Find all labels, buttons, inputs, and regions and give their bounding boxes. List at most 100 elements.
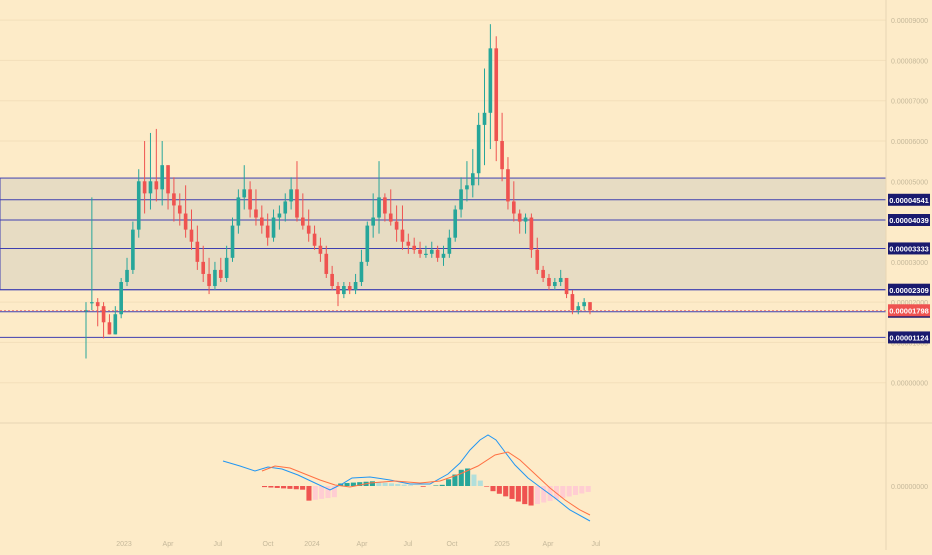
- time-axis-label: Apr: [543, 541, 555, 548]
- candle-body: [477, 125, 481, 173]
- candle-body: [565, 278, 569, 294]
- candle-body: [588, 302, 592, 310]
- candle-body: [242, 189, 246, 197]
- candle-body: [283, 201, 287, 213]
- macd-histogram-bar: [268, 486, 273, 488]
- macd-histogram-bar: [262, 486, 267, 487]
- candle-body: [260, 218, 264, 226]
- candle-body: [530, 218, 534, 250]
- candle-body: [225, 258, 229, 278]
- macd-histogram-bar: [510, 486, 515, 499]
- candle-body: [465, 185, 469, 189]
- macd-line: [223, 435, 590, 521]
- macd-histogram-bar: [306, 486, 311, 501]
- macd-histogram-bar: [408, 485, 413, 486]
- macd-histogram-bar: [319, 486, 324, 499]
- candle-body: [207, 274, 211, 286]
- macd-histogram-bar: [579, 486, 584, 493]
- macd-histogram-bar: [503, 486, 508, 496]
- candle-body: [389, 214, 393, 222]
- candle-body: [407, 242, 411, 246]
- candle-body: [371, 218, 375, 226]
- candle-body: [342, 286, 346, 294]
- candle-body: [336, 286, 340, 294]
- candle-body: [295, 189, 299, 217]
- price-axis-label: 0.00007000: [891, 99, 928, 106]
- macd-histogram-bar: [433, 485, 438, 486]
- candle-body: [524, 218, 528, 222]
- macd-histogram-bar: [313, 486, 318, 500]
- candle-body: [319, 246, 323, 254]
- candle-body: [248, 189, 252, 209]
- candle-body: [178, 205, 182, 213]
- candle-body: [272, 218, 276, 238]
- macd-histogram-bar: [389, 483, 394, 486]
- macd-histogram-bar: [490, 486, 495, 491]
- macd-histogram-bar: [395, 484, 400, 486]
- macd-histogram-bar: [287, 486, 292, 489]
- macd-histogram-bar: [478, 481, 483, 486]
- time-axis-label: Oct: [263, 541, 274, 548]
- candle-body: [383, 197, 387, 213]
- candle-body: [160, 165, 164, 189]
- level-label-text: 0.00001124: [889, 334, 929, 343]
- candle-body: [102, 306, 106, 322]
- candle-body: [518, 214, 522, 222]
- candle-body: [313, 234, 317, 246]
- candle-body: [278, 214, 282, 218]
- macd-histogram-bar: [484, 486, 489, 487]
- candle-body: [395, 222, 399, 230]
- time-axis-label: 2025: [494, 541, 510, 548]
- candle-body: [213, 270, 217, 286]
- candle-body: [166, 165, 170, 193]
- candle-body: [108, 322, 112, 334]
- candle-body: [471, 173, 475, 185]
- candle-body: [448, 238, 452, 254]
- macd-histogram-bar: [529, 486, 534, 506]
- candle-body: [289, 189, 293, 201]
- candle-body: [196, 242, 200, 262]
- candle-body: [324, 254, 328, 274]
- price-axis-label: 0.00009000: [891, 18, 928, 25]
- macd-histogram-bar: [300, 486, 305, 490]
- candle-body: [535, 250, 539, 270]
- candle-body: [489, 48, 493, 112]
- macd-histogram-bar: [516, 486, 521, 502]
- level-label-text: 0.00004541: [889, 196, 929, 205]
- macd-histogram-bar: [446, 479, 451, 486]
- candle-body: [576, 306, 580, 310]
- candle-body: [424, 254, 428, 255]
- candle-body: [500, 141, 504, 169]
- time-axis-label: Jul: [404, 541, 413, 548]
- macd-histogram-bar: [294, 486, 299, 489]
- candle-body: [582, 302, 586, 306]
- candle-body: [412, 246, 416, 250]
- macd-axis-label: 0.00000000: [891, 484, 928, 491]
- candle-body: [354, 282, 358, 290]
- candle-body: [442, 254, 446, 258]
- macd-histogram-bar: [522, 486, 527, 504]
- level-labels: 0.000045410.000040390.000033330.00002309…: [888, 194, 930, 344]
- time-axis-label: Oct: [447, 541, 458, 548]
- macd-histogram-bar: [281, 486, 286, 488]
- macd-histogram-bar: [471, 475, 476, 486]
- candle-body: [149, 181, 153, 193]
- price-axis-label: 0.00006000: [891, 139, 928, 146]
- candle-body: [172, 193, 176, 205]
- candle-body: [237, 197, 241, 225]
- time-axis-label: Apr: [163, 541, 175, 548]
- current-price-text: 0.00001798: [889, 306, 929, 315]
- candle-body: [483, 113, 487, 125]
- candle-body: [231, 226, 235, 258]
- candle-body: [553, 282, 557, 286]
- macd-histogram-bar: [370, 481, 375, 486]
- candle-body: [96, 302, 100, 306]
- candle-body: [541, 270, 545, 278]
- time-axis-label: 2024: [304, 541, 320, 548]
- macd-histogram-bar: [497, 486, 502, 494]
- candle-body: [155, 181, 159, 189]
- candle-body: [254, 209, 258, 217]
